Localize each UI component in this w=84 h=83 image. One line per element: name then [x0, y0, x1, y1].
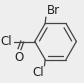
Text: Cl: Cl [0, 35, 12, 48]
Text: Cl: Cl [32, 66, 44, 79]
Text: O: O [14, 51, 23, 64]
Text: Br: Br [47, 4, 60, 17]
